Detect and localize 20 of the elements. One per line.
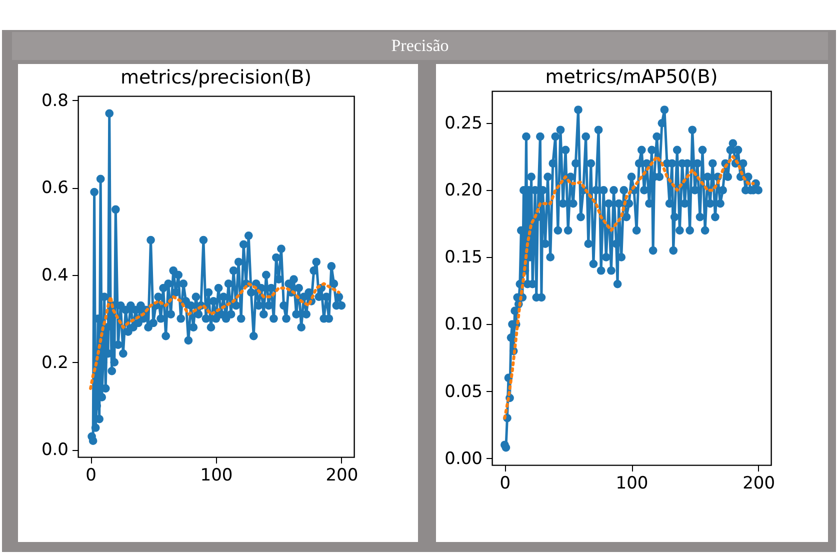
y-tick-label: 0.6 — [41, 178, 68, 198]
y-tick-label: 0.20 — [444, 180, 482, 201]
chart-title: metrics/precision(B) — [120, 66, 312, 88]
y-tick-label: 0.15 — [444, 248, 482, 268]
y-tick-label: 0.0 — [41, 440, 68, 460]
y-tick-label: 0.05 — [444, 382, 482, 402]
x-tick-label: 0 — [500, 474, 511, 494]
x-tick-label: 200 — [742, 474, 776, 494]
y-tick-label: 0.00 — [444, 448, 482, 469]
y-tick-label: 0.4 — [41, 265, 68, 286]
y-tick-label: 0.10 — [444, 314, 482, 335]
text: Precisão — [12, 32, 828, 60]
x-tick-label: 200 — [326, 466, 358, 486]
chart-title: metrics/mAP50(B) — [545, 66, 718, 88]
y-tick-label: 0.25 — [444, 114, 482, 134]
x-tick-label: 100 — [616, 474, 648, 494]
x-tick-label: 100 — [200, 466, 233, 486]
y-tick-label: 0.8 — [41, 90, 68, 111]
y-tick-label: 0.2 — [41, 352, 68, 373]
x-tick-label: 0 — [86, 466, 96, 486]
